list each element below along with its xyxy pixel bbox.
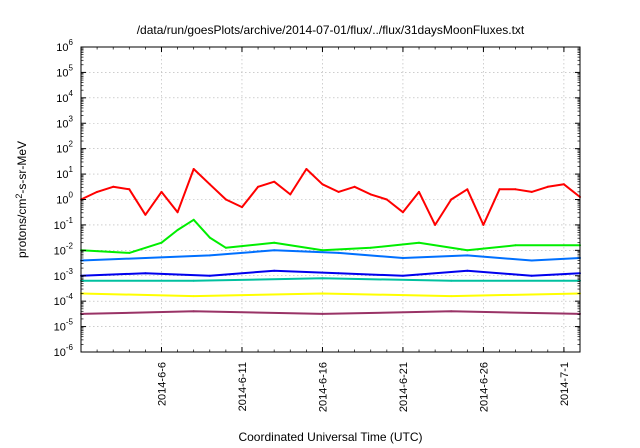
y-tick-label: 102: [56, 140, 73, 156]
series-point: [466, 249, 469, 252]
series-point: [241, 206, 243, 209]
y-tick-label: 10-5: [54, 318, 74, 334]
series-point: [321, 312, 324, 315]
y-axis-ticks: 10-6 10-5 10-4 10-3 10-2 10-1 100 101 102 103 104 1…: [54, 38, 580, 359]
series-point: [369, 246, 372, 249]
series-point: [498, 188, 501, 191]
y-tick-label: 100: [56, 191, 73, 207]
series-point: [112, 185, 115, 188]
series-point: [128, 188, 131, 191]
series-point: [337, 272, 340, 275]
series-point: [192, 279, 195, 282]
series-point: [562, 183, 565, 186]
series-point: [176, 211, 179, 214]
series-point: [514, 188, 517, 191]
series-point: [401, 257, 404, 259]
series-point: [96, 190, 99, 193]
series-point: [273, 269, 276, 272]
y-tick-label: 10-3: [54, 267, 74, 283]
series-point: [208, 236, 211, 239]
series-point: [418, 241, 420, 244]
series-point: [176, 229, 179, 231]
y-tick-label: 105: [56, 63, 73, 79]
series-point: [337, 251, 340, 254]
series-line-6: [80, 292, 581, 298]
series-point: [530, 190, 533, 193]
x-tick-label: 2014-6-6: [156, 362, 168, 406]
series-point: [321, 277, 324, 280]
y-tick-label: 10-4: [54, 292, 74, 308]
series-point: [450, 279, 453, 282]
series-point: [337, 190, 340, 193]
series-point: [144, 257, 147, 259]
x-tick-label: 2014-7-1: [559, 362, 571, 406]
series-point: [401, 274, 404, 277]
series-point: [321, 183, 324, 186]
y-axis-title: protons/cm2-s-sr-MeV: [14, 141, 29, 258]
series-point: [144, 272, 147, 275]
series-point: [385, 198, 388, 201]
series-point: [450, 310, 453, 313]
series-point: [224, 198, 227, 201]
series-point: [257, 185, 260, 188]
y-tick-label: 10-1: [54, 216, 74, 232]
series-point: [208, 274, 211, 277]
chart-title: /data/run/goesPlots/archive/2014-07-01/f…: [137, 23, 525, 37]
series-point: [546, 185, 549, 188]
series-point: [466, 254, 469, 257]
series-point: [466, 269, 469, 272]
x-tick-label: 2014-6-11: [237, 362, 249, 411]
series-line-5: [81, 277, 580, 282]
series-point: [530, 274, 533, 277]
series-line-4: [80, 269, 581, 277]
y-tick-label: 106: [56, 38, 73, 54]
y-tick-label: 10-6: [54, 343, 74, 359]
series-point: [192, 218, 195, 221]
series-point: [160, 190, 163, 193]
series-point: [144, 213, 147, 216]
y-tick-label: 10-2: [54, 241, 74, 257]
series-lines: [80, 168, 581, 315]
series-point: [514, 244, 517, 247]
series-line-1: [80, 168, 581, 226]
series-point: [369, 193, 372, 196]
y-tick-label: 104: [56, 89, 73, 105]
series-point: [192, 310, 195, 313]
x-tick-label: 2014-6-26: [478, 362, 490, 412]
series-point: [289, 193, 292, 196]
series-point: [192, 168, 195, 170]
series-point: [466, 188, 469, 191]
series-point: [434, 223, 437, 226]
series-point: [305, 168, 308, 170]
series-point: [321, 249, 324, 252]
series-point: [482, 223, 485, 226]
y-tick-label: 101: [56, 165, 73, 181]
series-point: [208, 183, 211, 186]
series-point: [353, 185, 356, 188]
series-point: [273, 241, 276, 244]
series-point: [273, 249, 276, 252]
series-point: [418, 190, 420, 193]
x-axis-title: Coordinated Universal Time (UTC): [238, 430, 422, 444]
series-line-2: [80, 218, 580, 254]
series-point: [160, 241, 163, 244]
series-point: [530, 259, 533, 262]
series-point: [321, 292, 324, 295]
x-tick-label: 2014-6-16: [317, 362, 329, 412]
y-tick-label: 103: [56, 114, 73, 130]
series-point: [450, 198, 453, 201]
series-line-3: [80, 249, 581, 262]
series-point: [192, 295, 195, 298]
series-point: [401, 211, 404, 214]
series-point: [224, 246, 227, 249]
series-line-7: [80, 310, 581, 315]
x-tick-label: 2014-6-21: [398, 362, 410, 412]
series-point: [273, 180, 276, 183]
series-point: [450, 295, 453, 298]
series-point: [128, 251, 131, 254]
x-axis-ticks: 2014-6-6 2014-6-11 2014-6-16 2014-6-21 2014-…: [80, 47, 581, 412]
series-point: [208, 254, 211, 257]
